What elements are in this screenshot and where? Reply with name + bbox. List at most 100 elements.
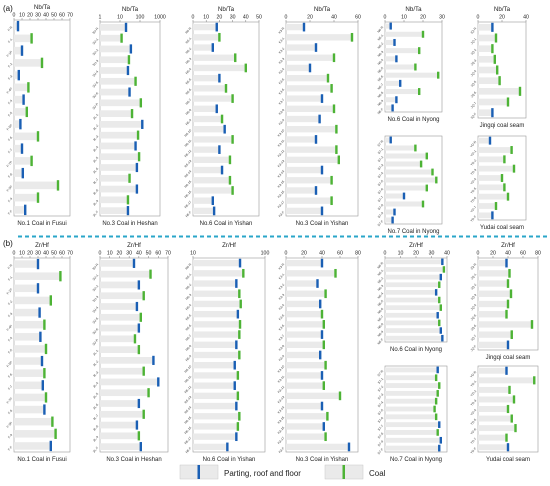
bar-3L-7 — [100, 174, 130, 182]
row-label: K3-1 — [278, 36, 286, 44]
marker-YD-6 — [514, 424, 517, 433]
row-label: F-4 — [7, 99, 13, 105]
marker-R6-15 — [228, 175, 232, 185]
marker-3U-6 — [128, 87, 131, 97]
marker-R6-R — [238, 258, 242, 268]
row-label: N6-3 — [377, 50, 385, 58]
bar-N6-9 — [385, 328, 441, 333]
marker-F-1P — [36, 283, 40, 294]
bar-F-9 — [14, 193, 38, 202]
row-label: F-9 — [7, 433, 13, 439]
bar-S7-7 — [385, 422, 440, 428]
marker-YD-F — [506, 443, 510, 452]
bar-F-2 — [14, 59, 42, 67]
row-label: R6-10 — [184, 364, 193, 373]
row-label: R6-13 — [184, 395, 193, 404]
chart-a3: Nb/Ta 0 10 20 30 40 50 R6-RR6-1 R6-2 R6-3 R6-4 R6-5… — [184, 6, 262, 227]
marker-K3-11 — [320, 371, 324, 380]
bar-F-7 — [14, 144, 22, 153]
marker-F-3 — [17, 69, 20, 81]
row-label: 3U-4 — [92, 306, 100, 314]
marker-F-3 — [38, 307, 41, 318]
row-label: S7-4 — [377, 400, 385, 408]
tick-label: 40 — [331, 15, 337, 21]
row-label: YD-5 — [470, 418, 478, 426]
bar-K3-7 — [286, 331, 322, 338]
bar-3U-1 — [100, 270, 151, 278]
row-label: R6-8 — [185, 344, 193, 352]
marker-YD-6 — [506, 192, 510, 201]
tick-label: 60 — [337, 251, 343, 257]
bar-R6-2 — [193, 44, 213, 51]
marker-3L-4 — [157, 377, 160, 387]
bar-F-5 — [14, 345, 46, 353]
row-label: F-8 — [7, 172, 13, 178]
row-label: N6-5 — [377, 299, 385, 307]
marker-R6-11 — [231, 135, 234, 144]
tick-label: 0 — [477, 15, 480, 21]
row-label: JQ-F — [470, 344, 478, 352]
row-label: 3U-R — [91, 262, 99, 271]
marker-K3-1 — [334, 268, 337, 278]
bar-3L-6 — [100, 400, 139, 407]
bar-K3-14 — [286, 402, 322, 410]
marker-JQ-R — [491, 22, 494, 32]
row-label: K3-12 — [277, 149, 286, 158]
row-label: R6-11 — [184, 375, 193, 384]
bar-N6-7 — [385, 80, 401, 86]
row-label: 3L-2 — [92, 123, 99, 131]
row-label: 3U-6 — [92, 327, 100, 335]
row-label: JQ-3 — [470, 293, 478, 301]
chart-caption: Jingqi coal seam — [486, 355, 531, 361]
marker-R6-15 — [238, 411, 241, 421]
chart-a1: Nb/Ta 0 10 20 30 40 50 60 70 F-R F-1 F-1P F-2 F-3 F-4P… — [6, 4, 73, 227]
marker-K3-11 — [314, 135, 318, 144]
marker-K3-3 — [332, 53, 336, 63]
marker-K3-13 — [337, 155, 340, 165]
marker-F-1 — [59, 271, 62, 282]
bar-R6-17 — [193, 433, 237, 440]
row-label: K3-16 — [277, 426, 286, 435]
marker-N6-6 — [437, 71, 440, 79]
chart-caption: No.7 Coal in Nyong — [390, 457, 442, 463]
marker-S7-F — [438, 444, 441, 452]
chart-caption: No.6 Coal in Nyong — [390, 347, 442, 353]
marker-K3-14 — [320, 401, 324, 411]
bar-YD-3 — [478, 165, 514, 172]
bar-3L-5 — [100, 389, 149, 397]
row-label: 3L-F — [92, 210, 99, 218]
bar-3U-1 — [100, 34, 122, 42]
marker-F-7P — [30, 155, 33, 167]
chart-b8: YD-RYD-1 YD-2 YD-3YD-4 YD-5YD-6 YD-7YD-F Yuda… — [469, 365, 539, 463]
marker-R6-F — [226, 442, 229, 452]
row-label: F-5 — [7, 111, 13, 117]
bar-R6-4 — [193, 64, 246, 72]
tick-label: 1 — [99, 15, 102, 21]
tick-label: 20 — [420, 15, 426, 21]
marker-K3-7 — [320, 94, 324, 103]
marker-N6-8 — [438, 319, 441, 327]
bar-R6-3 — [193, 54, 236, 61]
bar-3L-4 — [100, 378, 159, 386]
marker-R6-9 — [238, 350, 241, 360]
bar-F-8 — [14, 169, 23, 177]
marker-JQ-4 — [496, 65, 499, 75]
marker-R6-4 — [239, 299, 242, 309]
tick-label: 20 — [117, 251, 123, 257]
row-label: N6-6 — [377, 307, 385, 315]
chart-title: Zr/Hf — [409, 242, 423, 249]
marker-F-4 — [39, 331, 42, 342]
row-label: F-7 — [7, 148, 13, 154]
row-label: 3U-1 — [92, 273, 100, 281]
row-label: S7-8 — [377, 432, 385, 440]
bar-R6-16 — [193, 423, 238, 430]
marker-3L-5 — [147, 388, 150, 398]
chart-title: Nb/Ta — [314, 6, 331, 13]
row-label: S7-7 — [377, 424, 385, 432]
chart-caption: No.3 Coal in Yishan — [296, 457, 349, 463]
bar-YD-7 — [478, 434, 507, 441]
row-label: YD-4 — [470, 408, 478, 416]
row-label: 3L-6 — [92, 167, 99, 175]
tick-label: 20 — [490, 251, 496, 257]
row-label: R6-16 — [184, 426, 193, 435]
